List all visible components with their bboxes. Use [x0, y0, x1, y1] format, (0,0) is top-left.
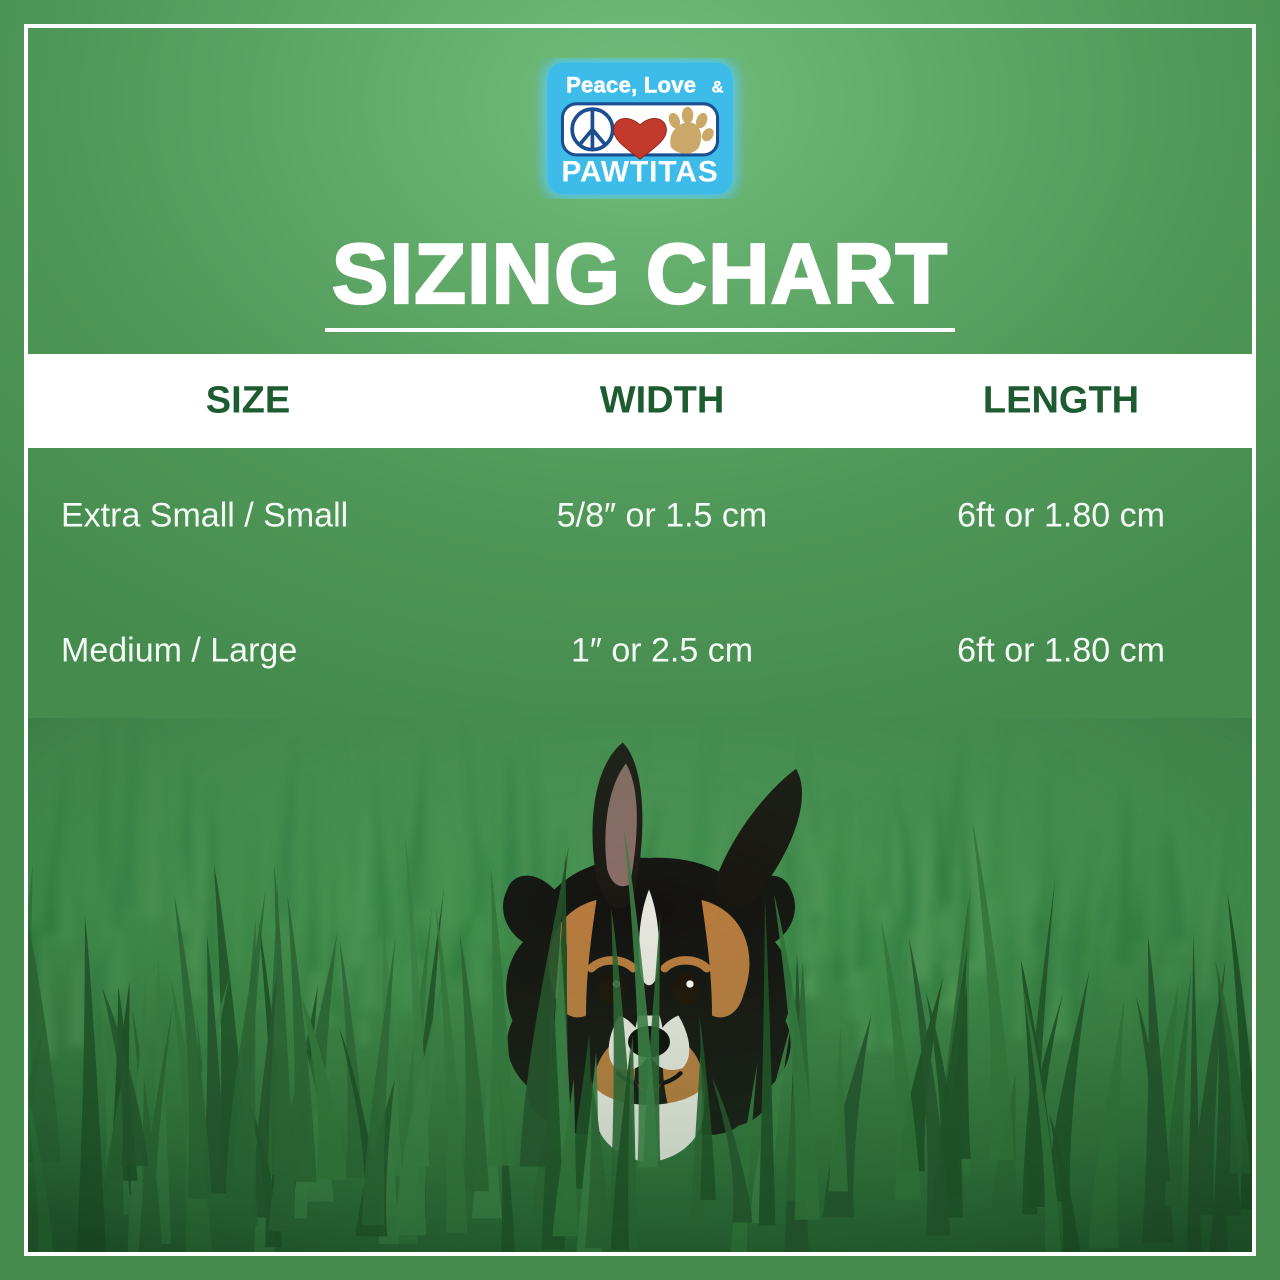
- svg-text:Peace, Love: Peace, Love: [566, 72, 696, 97]
- svg-text:&: &: [712, 77, 724, 96]
- svg-text:PAWTITAS: PAWTITAS: [561, 155, 718, 188]
